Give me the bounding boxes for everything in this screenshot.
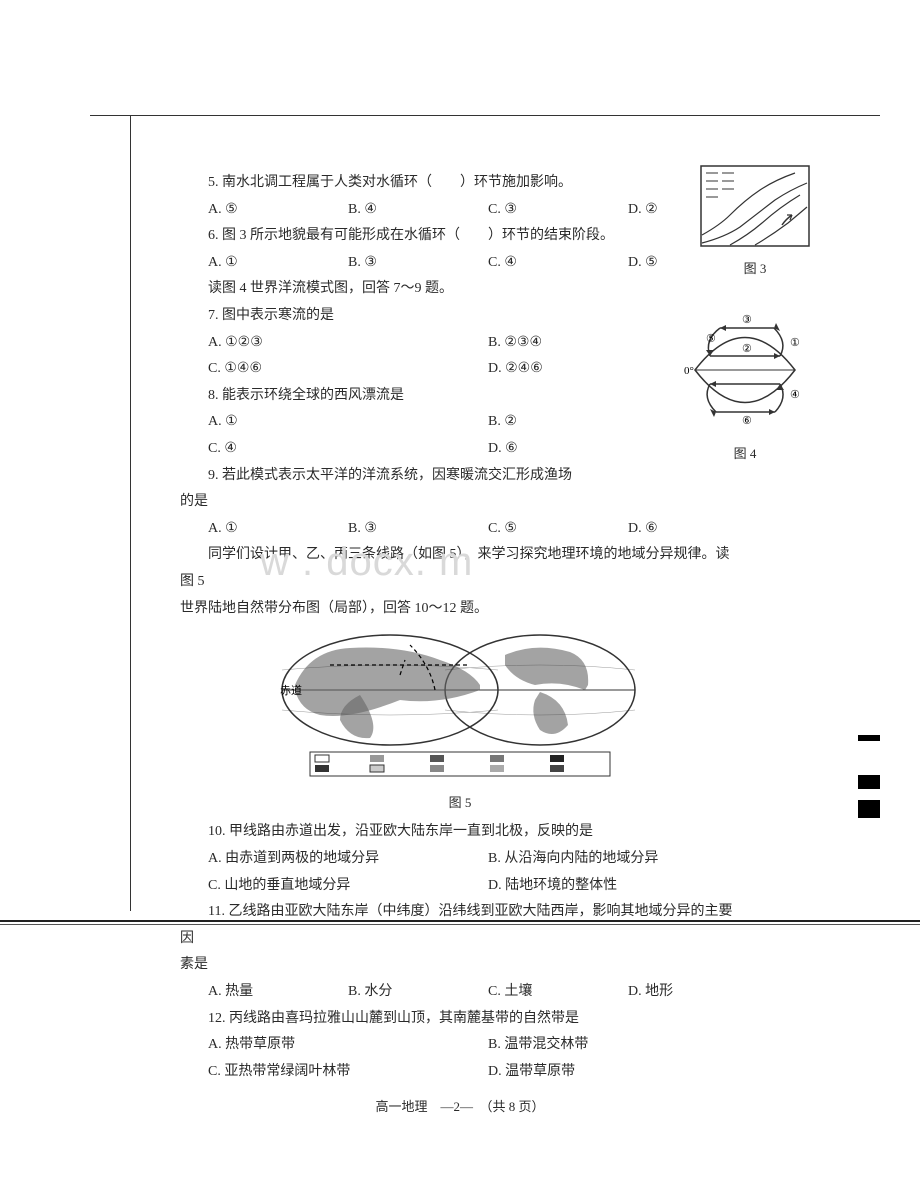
q11-stem-a: 11. 乙线路由亚欧大陆东岸（中纬度）沿纬线到亚欧大陆西岸，影响其地域分异的主要… — [180, 899, 740, 952]
q9-opt-c: C. ⑤ — [460, 516, 600, 543]
page-footer: 高一地理 —2— （共 8 页） — [180, 1095, 740, 1120]
figure-3-svg — [700, 165, 810, 255]
svg-text:③: ③ — [742, 314, 752, 326]
q10-opt-b: B. 从沿海向内陆的地域分异 — [460, 846, 740, 873]
figure-5: 赤道 图 5 — [180, 630, 740, 815]
rule-left — [130, 115, 131, 911]
q11-opt-b: B. 水分 — [320, 979, 460, 1006]
q5-opt-b: B. ④ — [320, 197, 460, 224]
q9-opt-d: D. ⑥ — [600, 516, 740, 543]
q5-options: A. ⑤ B. ④ C. ③ D. ② — [180, 197, 740, 224]
svg-text:赤道: 赤道 — [280, 683, 302, 697]
q11-opt-c: C. 土壤 — [460, 979, 600, 1006]
q8-stem: 8. 能表示环绕全球的西风漂流是 — [180, 383, 740, 410]
q6-opt-c: C. ④ — [460, 250, 600, 277]
q11-opt-a: A. 热量 — [180, 979, 320, 1006]
svg-text:②: ② — [742, 343, 752, 355]
figure-5-svg: 赤道 — [280, 630, 640, 780]
equator-label: 0° — [684, 365, 694, 377]
q8-options-row2: C. ④ D. ⑥ — [180, 436, 740, 463]
lead-7-9: 读图 4 世界洋流模式图，回答 7～9 题。 — [180, 276, 740, 303]
q9-opt-a: A. ① — [180, 516, 320, 543]
svg-text:④: ④ — [790, 389, 800, 401]
figure-5-caption: 图 5 — [180, 791, 740, 816]
scan-mark — [858, 775, 880, 789]
q12-options-row1: A. 热带草原带 B. 温带混交林带 — [180, 1032, 740, 1059]
q7-opt-a: A. ①②③ — [180, 330, 460, 357]
q12-opt-a: A. 热带草原带 — [180, 1032, 460, 1059]
q7-options-row2: C. ①④⑥ D. ②④⑥ — [180, 356, 740, 383]
figure-3-caption: 图 3 — [700, 257, 810, 282]
q9-opt-b: B. ③ — [320, 516, 460, 543]
q6-opt-b: B. ③ — [320, 250, 460, 277]
q5-opt-a: A. ⑤ — [180, 197, 320, 224]
q10-opt-a: A. 由赤道到两极的地域分异 — [180, 846, 460, 873]
q9-stem-b: 的是 — [180, 489, 740, 516]
rule-top — [90, 115, 880, 116]
q7-stem: 7. 图中表示寒流的是 — [180, 303, 740, 330]
q11-opt-d: D. 地形 — [600, 979, 740, 1006]
q12-options-row2: C. 亚热带常绿阔叶林带 D. 温带草原带 — [180, 1059, 740, 1086]
svg-text:⑤: ⑤ — [706, 333, 716, 345]
q5-stem: 5. 南水北调工程属于人类对水循环（ ）环节施加影响。 — [180, 170, 740, 197]
page: 图 3 0° — [0, 0, 920, 1191]
q5-opt-c: C. ③ — [460, 197, 600, 224]
figure-4-svg: 0° ① ② — [680, 300, 810, 440]
q7-opt-c: C. ①④⑥ — [180, 356, 460, 383]
q12-opt-c: C. 亚热带常绿阔叶林带 — [180, 1059, 460, 1086]
q12-stem: 12. 丙线路由喜玛拉雅山山麓到山顶，其南麓基带的自然带是 — [180, 1006, 740, 1033]
q6-stem: 6. 图 3 所示地貌最有可能形成在水循环（ ）环节的结束阶段。 — [180, 223, 740, 250]
q8-opt-a: A. ① — [180, 409, 460, 436]
q10-options-row2: C. 山地的垂直地域分异 D. 陆地环境的整体性 — [180, 873, 740, 900]
scan-mark — [858, 735, 880, 741]
q7-options-row1: A. ①②③ B. ②③④ — [180, 330, 740, 357]
q8-options-row1: A. ① B. ② — [180, 409, 740, 436]
q9-stem-a: 9. 若此模式表示太平洋的洋流系统，因寒暖流交汇形成渔场 — [180, 463, 740, 490]
svg-text:①: ① — [790, 337, 800, 349]
rule-bottom — [0, 920, 920, 922]
q11-stem-b: 素是 — [180, 952, 740, 979]
q10-opt-d: D. 陆地环境的整体性 — [460, 873, 740, 900]
q12-opt-b: B. 温带混交林带 — [460, 1032, 740, 1059]
q6-options: A. ① B. ③ C. ④ D. ⑤ — [180, 250, 740, 277]
q11-options: A. 热量 B. 水分 C. 土壤 D. 地形 — [180, 979, 740, 1006]
scan-mark — [858, 800, 880, 818]
q10-options-row1: A. 由赤道到两极的地域分异 B. 从沿海向内陆的地域分异 — [180, 846, 740, 873]
lead-10-12-a: 同学们设计甲、乙、丙三条线路（如图 5），来学习探究地理环境的地域分异规律。读图… — [180, 542, 740, 595]
q10-opt-c: C. 山地的垂直地域分异 — [180, 873, 460, 900]
svg-text:⑥: ⑥ — [742, 415, 752, 427]
q6-opt-a: A. ① — [180, 250, 320, 277]
q12-opt-d: D. 温带草原带 — [460, 1059, 740, 1086]
q10-stem: 10. 甲线路由赤道出发，沿亚欧大陆东岸一直到北极，反映的是 — [180, 819, 740, 846]
figure-4: 0° ① ② — [680, 300, 810, 467]
rule-bottom-thin — [0, 924, 920, 925]
figure-3: 图 3 — [700, 165, 810, 282]
q9-options: A. ① B. ③ C. ⑤ D. ⑥ — [180, 516, 740, 543]
lead-10-12-b: 世界陆地自然带分布图（局部），回答 10～12 题。 — [180, 596, 740, 623]
figure-4-caption: 图 4 — [680, 442, 810, 467]
q8-opt-c: C. ④ — [180, 436, 460, 463]
exam-content: 图 3 0° — [180, 170, 740, 1120]
